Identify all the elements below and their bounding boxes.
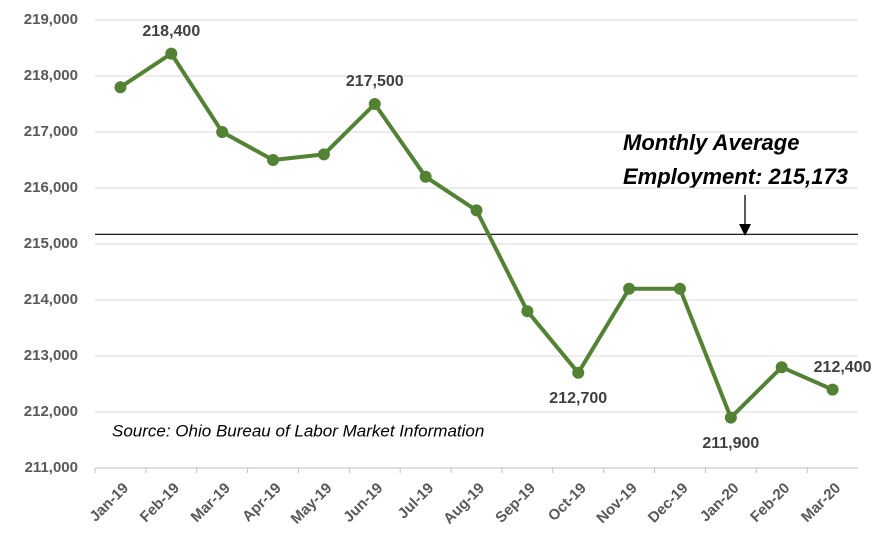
x-tick-label: Oct-19 [545, 480, 590, 525]
marker [724, 411, 737, 424]
value-label: 212,400 [814, 359, 872, 376]
source: Source: Ohio Bureau of Labor Market Info… [112, 421, 484, 440]
marker [623, 282, 636, 295]
x-tick-label: Nov-19 [593, 480, 640, 527]
x-tick-label: Jan-19 [86, 480, 132, 526]
x-tick-label: Feb-19 [137, 480, 183, 526]
x-tick-label: Dec-19 [645, 480, 692, 527]
y-tick-label: 219,000 [24, 11, 78, 28]
x-tick-label: Sep-19 [492, 480, 539, 527]
x-tick-label: Feb-20 [747, 480, 793, 526]
x-tick-label: Jan-20 [697, 480, 743, 526]
x-tick-label: Mar-19 [188, 480, 234, 526]
x-tick-label: Mar-20 [798, 480, 844, 526]
y-tick-label: 214,000 [24, 291, 78, 308]
marker [521, 305, 534, 318]
annotation: Employment: 215,173 [623, 164, 848, 189]
x-tick-label: Apr-19 [239, 480, 285, 526]
value-label: 212,700 [549, 390, 607, 407]
marker [826, 383, 839, 396]
y-tick-label: 213,000 [24, 347, 78, 364]
y-tick-label: 211,000 [25, 459, 78, 476]
y-tick-label: 216,000 [24, 179, 78, 196]
marker [368, 98, 381, 110]
arrow-head [739, 224, 751, 236]
series-line [119, 51, 834, 420]
x-tick-label: May-19 [288, 480, 336, 528]
y-tick-label: 217,000 [24, 123, 78, 140]
marker [673, 282, 686, 295]
y-tick-label: 218,000 [24, 67, 78, 84]
marker [419, 170, 432, 183]
y-tick-label: 215,000 [24, 235, 78, 252]
marker [470, 204, 483, 217]
marker [317, 148, 330, 161]
x-tick-label: Jul-19 [395, 480, 438, 523]
annotation: Monthly Average [623, 130, 799, 155]
marker [165, 47, 178, 60]
x-tick-label: Aug-19 [440, 480, 488, 528]
value-label: 211,900 [702, 435, 759, 452]
value-label: 218,400 [142, 23, 200, 40]
value-label: 217,500 [346, 73, 404, 90]
marker [775, 361, 788, 374]
y-tick-label: 212,000 [24, 403, 78, 420]
x-tick-label: Jun-19 [340, 480, 386, 526]
marker [114, 81, 127, 94]
marker [267, 154, 280, 166]
marker [216, 126, 229, 138]
marker [572, 366, 585, 379]
